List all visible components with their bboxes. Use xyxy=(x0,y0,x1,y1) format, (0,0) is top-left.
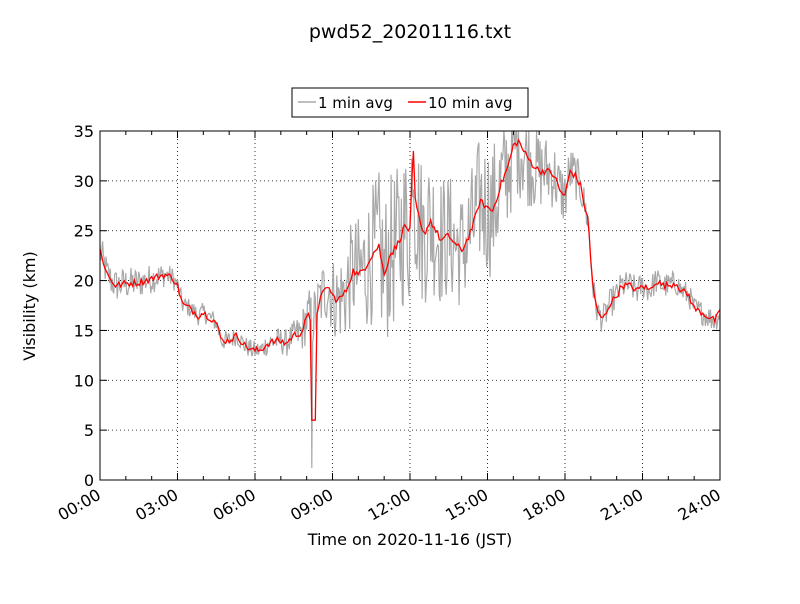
legend-label-10min: 10 min avg xyxy=(428,94,513,112)
plot-series xyxy=(99,130,721,469)
chart-title: pwd52_20201116.txt xyxy=(309,21,511,43)
y-tick-label: 15 xyxy=(74,321,94,340)
legend: 1 min avg 10 min avg xyxy=(291,87,529,118)
x-axis-label: Time on 2020-11-16 (JST) xyxy=(307,530,512,549)
y-tick-label: 10 xyxy=(74,371,94,390)
y-tick-label: 20 xyxy=(74,272,94,291)
axis-ticks xyxy=(99,130,721,481)
series-line-10-min-avg xyxy=(99,138,721,421)
y-tick-label: 35 xyxy=(74,122,94,141)
y-axis-label: Visibility (km) xyxy=(20,251,39,360)
y-tick-label: 5 xyxy=(84,421,94,440)
grid xyxy=(100,131,720,480)
y-tick-label: 0 xyxy=(84,471,94,490)
legend-label-1min: 1 min avg xyxy=(318,94,393,112)
y-tick-label: 30 xyxy=(74,172,94,191)
y-tick-label: 25 xyxy=(74,222,94,241)
y-tick-labels: 0 5 10 15 20 25 30 35 xyxy=(74,122,94,490)
